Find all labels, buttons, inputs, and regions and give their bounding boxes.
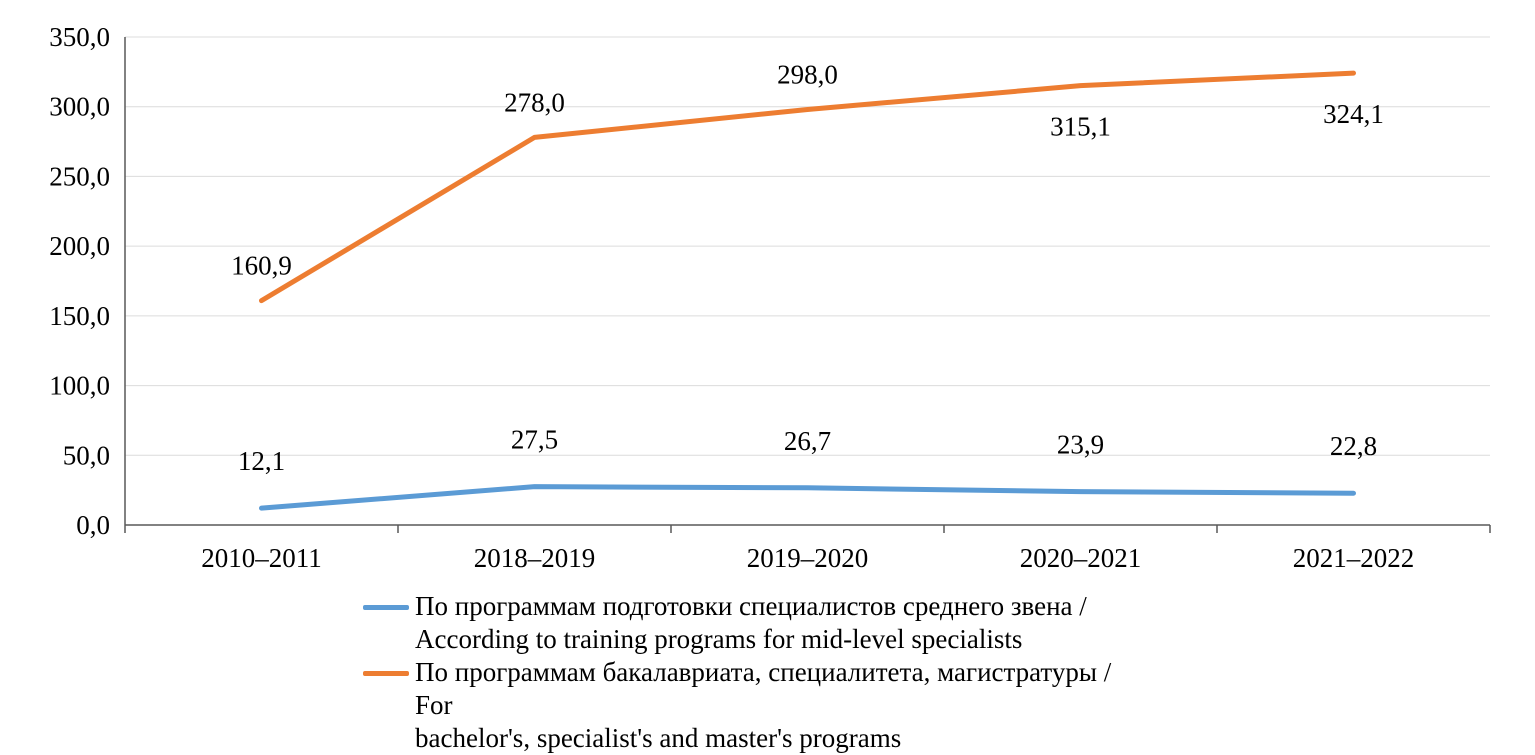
legend-item-mid-level-specialists: По программам подготовки специалистов ср… xyxy=(363,590,1135,656)
legend-item-bachelor-specialist-master: По программам бакалавриата, специалитета… xyxy=(363,656,1135,755)
data-label: 160,9 xyxy=(231,251,292,281)
legend-text-line: According to training programs for mid-l… xyxy=(415,624,1023,654)
x-axis-category-label: 2021–2022 xyxy=(1293,543,1415,573)
data-label: 324,1 xyxy=(1323,99,1384,129)
data-label: 315,1 xyxy=(1050,112,1111,142)
legend-label-bachelor-specialist-master: По программам бакалавриата, специалитета… xyxy=(415,656,1135,755)
legend-label-mid-level-specialists: По программам подготовки специалистов ср… xyxy=(415,590,1087,656)
data-label: 12,1 xyxy=(238,446,285,476)
y-axis-tick-label: 100,0 xyxy=(49,371,110,401)
legend-swatch-orange-line xyxy=(363,671,409,676)
y-axis-tick-label: 250,0 xyxy=(49,161,110,191)
legend-swatch-blue-line xyxy=(363,605,409,610)
legend-text-line: По программам бакалавриата, специалитета… xyxy=(415,657,1112,720)
y-axis-tick-label: 0,0 xyxy=(76,510,110,540)
line-chart: 0,0 50,0 100,0 150,0 200,0 250,0 300,0 350,0 201… xyxy=(49,22,1491,573)
y-axis-tick-label: 50,0 xyxy=(63,440,110,470)
y-axis-tick-label: 150,0 xyxy=(49,301,110,331)
data-label: 298,0 xyxy=(777,60,838,90)
x-axis-category-label: 2019–2020 xyxy=(747,543,869,573)
x-axis-category-label: 2020–2021 xyxy=(1020,543,1142,573)
x-axis-category-label: 2010–2011 xyxy=(201,543,322,573)
legend-text-line: bachelor's, specialist's and master's pr… xyxy=(415,723,902,753)
series-line-1 xyxy=(259,70,1356,304)
data-label: 22,8 xyxy=(1330,431,1377,461)
data-label: 278,0 xyxy=(504,87,565,117)
legend-text-line: По программам подготовки специалистов ср… xyxy=(415,591,1087,621)
data-label: 27,5 xyxy=(511,425,558,455)
y-axis-tick-label: 300,0 xyxy=(49,92,110,122)
series-line-0 xyxy=(259,484,1356,511)
data-label: 26,7 xyxy=(784,426,831,456)
x-axis-category-label: 2018–2019 xyxy=(474,543,596,573)
y-axis-tick-label: 350,0 xyxy=(49,22,110,52)
data-label: 23,9 xyxy=(1057,430,1104,460)
y-axis-tick-label: 200,0 xyxy=(49,231,110,261)
chart-legend: По программам подготовки специалистов ср… xyxy=(363,590,1135,755)
